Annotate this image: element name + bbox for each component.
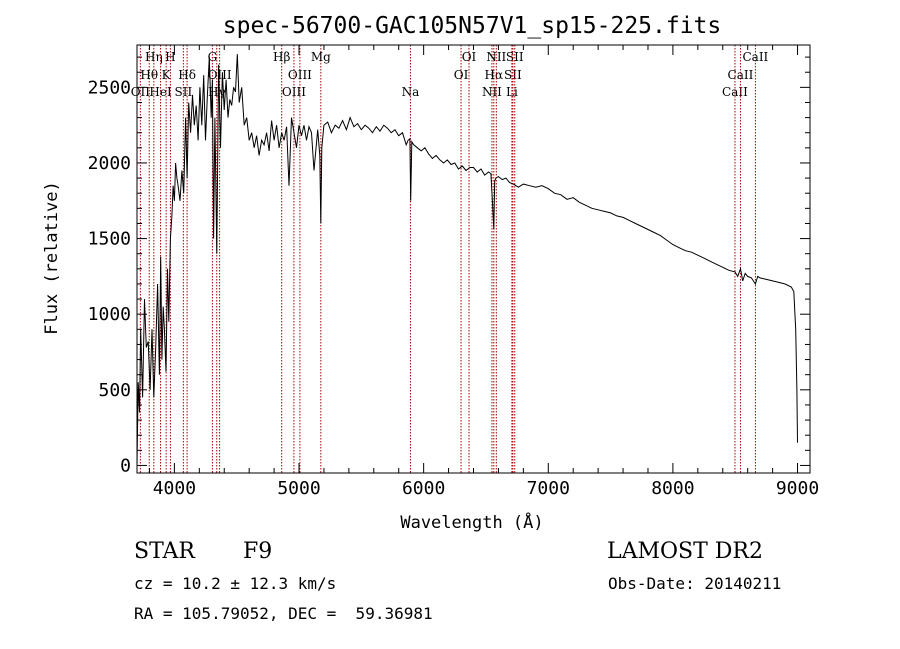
spectrum-line	[136, 54, 798, 466]
y-tick-label: 1000	[88, 304, 131, 325]
object-class: STAR	[134, 539, 195, 564]
y-tick-label: 500	[98, 380, 131, 401]
line-marker-label: OI	[454, 68, 469, 82]
line-marker-label: CaII	[742, 50, 768, 64]
line-marker-label: OI	[462, 50, 477, 64]
line-marker-label: G	[208, 50, 218, 64]
line-markers: OIIHθHηHeIKHSIIHδGHγOIIIHβOIIIOIIIMgNaOI…	[131, 45, 769, 473]
plot-frame	[136, 44, 811, 474]
line-marker-label: OIII	[288, 68, 312, 82]
line-marker-label: NII	[486, 50, 506, 64]
line-marker-label: SII	[175, 85, 193, 99]
object-subclass: F9	[243, 539, 273, 564]
spectrum-series	[136, 54, 798, 466]
y-tick-label: 2500	[88, 77, 131, 98]
y-tick-label: 0	[120, 455, 131, 476]
line-marker-label: Li	[506, 85, 518, 99]
line-marker-label: OIII	[282, 85, 306, 99]
line-marker-label: Mg	[311, 50, 331, 64]
chart-title: spec-56700-GAC105N57V1_sp15-225.fits	[223, 13, 722, 39]
survey-name: LAMOST DR2	[607, 539, 763, 564]
line-marker-label: Hα	[485, 68, 504, 82]
line-marker-label: HeI	[149, 85, 172, 99]
line-marker-label: CaII	[728, 68, 754, 82]
line-marker-label: OII	[131, 85, 151, 99]
x-tick-label: 9000	[776, 478, 819, 499]
line-marker-label: CaII	[722, 85, 748, 99]
line-marker-label: SII	[506, 50, 524, 64]
y-tick-label: 2000	[88, 153, 131, 174]
line-marker-label: H	[165, 50, 175, 64]
y-tick-label: 1500	[88, 229, 131, 250]
axis-ticks: 4000 5000 6000 7000 8000 9000 0 500 1000 1500 2000…	[88, 45, 819, 499]
y-axis-label: Flux (relative)	[42, 181, 62, 335]
line-marker-label: Hδ	[178, 68, 196, 82]
x-axis-label: Wavelength (Å)	[400, 511, 543, 533]
line-marker-label: NII	[482, 85, 502, 99]
x-tick-label: 8000	[651, 478, 694, 499]
line-marker-label: Hθ	[140, 68, 158, 82]
x-tick-label: 6000	[402, 478, 445, 499]
x-tick-label: 4000	[153, 478, 196, 499]
line-marker-label: OIII	[208, 68, 232, 82]
line-marker-label: Hη	[145, 50, 163, 64]
observation-date: Obs-Date: 20140211	[608, 574, 782, 593]
x-tick-label: 5000	[277, 478, 320, 499]
line-marker-label: Na	[402, 85, 420, 99]
line-marker-label: Hβ	[273, 50, 290, 64]
coordinates: RA = 105.79052, DEC = 59.36981	[134, 604, 433, 623]
x-tick-label: 7000	[527, 478, 570, 499]
redshift-velocity: cz = 10.2 ± 12.3 km/s	[134, 574, 337, 593]
line-marker-label: K	[162, 68, 172, 82]
line-marker-label: SII	[504, 68, 522, 82]
